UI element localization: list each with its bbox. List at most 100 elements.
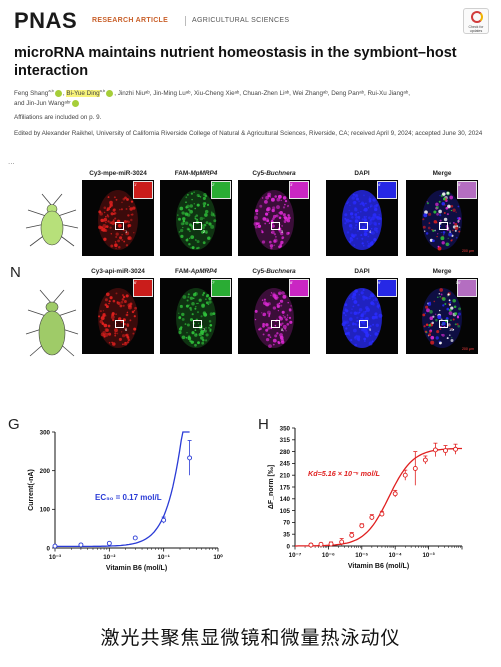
x-tick-label: 10⁻⁴ [389,552,402,559]
author-names-last[interactable]: and Jin-Jun Wangᵃᵇʳ [14,100,71,108]
channel-name: Cy3-mpe-miR-3024 [89,170,147,177]
data-point [132,535,138,541]
roi-box [439,222,448,230]
channel-header: Cy5-Buchnera [238,268,310,275]
data-point [339,539,345,545]
check-for-updates-button[interactable]: Check for updates [463,8,489,34]
channel-name: Merge [432,268,452,275]
inset-number: 8' [290,280,293,285]
zoom-inset [211,279,231,297]
channel-name: FAM- [174,170,191,177]
microscopy-panel[interactable]: 10' 10 200 μm [406,278,478,354]
x-tick-label: 10⁰ [213,554,223,561]
roi-box [359,222,368,230]
zoom-inset [133,181,153,199]
microscopy-panel[interactable]: 8' 8 [238,278,310,354]
roi-box [439,320,448,328]
orcid-icon[interactable] [54,89,62,97]
author-list: Feng Shanga,b, Bi-Yue Dinga,b, Jinzhi Ni… [14,88,410,108]
journal-header: PNAS RESEARCH ARTICLE AGRICULTURAL SCIEN… [14,8,489,34]
roi-number: 9 [369,327,372,332]
author-superscript: a,b [99,88,106,93]
channel-header: Merge [406,170,478,177]
x-tick-label: 10⁻³ [49,554,61,561]
fit-curve [55,431,190,548]
data-point [161,517,167,523]
journal-logo[interactable]: PNAS [14,8,78,33]
roi-number: 4 [369,229,372,234]
channel-header: FAM-ApMRP4 [160,268,232,275]
fit-curve [295,447,462,547]
x-axis-label: Vitamin B6 (mol/L) [348,563,409,570]
updates-icon [471,11,483,23]
x-tick-label: 10⁻² [103,554,115,561]
y-tick-label: 175 [280,484,291,491]
aphid-illustration-green [25,193,79,247]
scale-bar-label: 200 μm [461,347,474,351]
microscopy-panel[interactable]: 1' 1 [82,180,154,256]
subject-tag[interactable]: AGRICULTURAL SCIENCES [192,17,290,24]
microscopy-panel[interactable]: 4' 4 [326,180,398,256]
microscopy-panel[interactable]: 6' 6 [82,278,154,354]
zoom-inset [457,279,477,297]
channel-name: Cy5- [252,268,267,275]
y-tick-label: 105 [280,508,291,515]
microscopy-panel[interactable]: 9' 9 [326,278,398,354]
orcid-icon[interactable] [106,89,114,97]
panel-label-h: H [258,416,269,433]
roi-number: 7 [203,327,206,332]
microscopy-panel[interactable]: 7' 7 [160,278,232,354]
x-tick-label: 10⁻³ [422,552,434,559]
data-point [369,514,375,520]
data-point [453,446,458,452]
zoom-inset [133,279,153,297]
section-tag[interactable]: RESEARCH ARTICLE [92,17,169,24]
orcid-icon[interactable] [71,99,79,107]
roi-box [271,320,280,328]
data-point [318,541,324,547]
data-point [349,532,355,538]
data-point [78,542,84,548]
x-tick-label: 10⁻⁷ [289,552,302,559]
roi-number: 2 [203,229,206,234]
data-point [359,523,365,529]
author-name-highlighted[interactable]: Bi-Yue Ding [66,90,100,98]
data-point [443,448,448,454]
roi-number: 1 [125,229,128,234]
microscopy-panel[interactable]: 2' 2 [160,180,232,256]
inset-number: 10' [455,280,461,285]
roi-box [193,320,202,328]
y-tick-label: 140 [280,496,291,503]
channel-target: Buchnera [266,268,296,275]
y-tick-label: 210 [280,473,291,480]
y-axis-label: Current(-nA) [28,469,35,511]
zoom-inset [377,181,397,199]
channel-name: Cy3-api-miR-3024 [91,268,145,275]
zoom-inset [211,181,231,199]
inset-number: 4' [378,182,381,187]
author-names-rest[interactable]: Jinzhi Niuᵃᵇ, Jin-Ming Luᵃᵇ, Xiu-Cheng X… [117,90,410,98]
ellipsis: ... [8,157,15,166]
zoom-inset [289,279,309,297]
roi-box [115,320,124,328]
channel-name: DAPI [354,268,370,275]
panel-label-g: G [8,416,20,433]
data-point [392,491,398,497]
channel-name: DAPI [354,170,370,177]
x-tick-label: 10⁻⁶ [322,552,335,559]
article-title: microRNA maintains nutrient homeostasis … [14,45,457,79]
channel-header: Cy3-mpe-miR-3024 [82,170,154,177]
inset-number: 3' [290,182,293,187]
channel-header: FAM-MpMRP4 [160,170,232,177]
roi-number: 5 [449,229,452,234]
microscopy-panel[interactable]: 5' 5 200 μm [406,180,478,256]
inset-number: 1' [134,182,137,187]
microscopy-panel[interactable]: 3' 3 [238,180,310,256]
channel-header: Cy3-api-miR-3024 [82,268,154,275]
data-point [187,455,193,461]
chart-h-mst-binding: 0 35 70 105 140 175 210 245 280 315 350 10⁻⁷ 10⁻⁶ 10⁻… [268,425,463,570]
chart-g-current-vs-vitamin-b6: 0 100 200 300 10⁻³ 10⁻² 10⁻¹ 10⁰ Vitamin B6 (mol… [28,429,223,572]
roi-box [271,222,280,230]
author-name[interactable]: Feng Shang [14,90,49,98]
roi-box [115,222,124,230]
